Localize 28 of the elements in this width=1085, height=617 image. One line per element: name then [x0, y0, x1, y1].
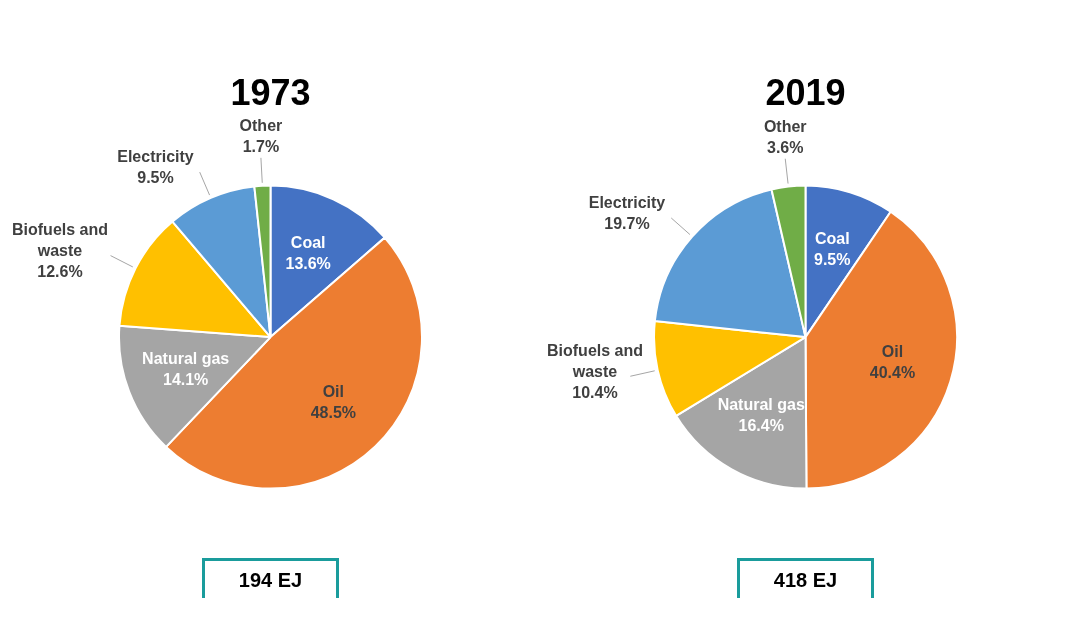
data-label: 9.5%	[813, 251, 851, 269]
slice-label: Other	[239, 117, 283, 135]
data-label: 13.6%	[285, 255, 331, 273]
data-label: 12.6%	[37, 263, 83, 281]
slice-label: Electricity	[117, 148, 194, 166]
data-label: 14.1%	[162, 370, 209, 388]
chart-title: 2019	[765, 71, 846, 113]
data-label: 9.5%	[137, 169, 174, 187]
data-label: 19.7%	[604, 214, 650, 232]
slice-label: Natural gas	[717, 396, 805, 414]
data-label: 10.4%	[572, 383, 618, 401]
slice-label: Oil	[322, 382, 345, 400]
slice-label: Natural gas	[142, 349, 230, 367]
slice-label: Electricity	[588, 193, 666, 211]
chart-title: 1973	[230, 71, 311, 113]
data-label: 40.4%	[869, 364, 916, 382]
slice-label: Biofuels and waste	[547, 341, 644, 380]
slice-label: Oil	[881, 343, 904, 361]
data-label: 1.7%	[242, 138, 280, 156]
slice-label: Other	[763, 118, 807, 136]
text: 194 EJ	[201, 558, 340, 598]
data-label: 16.4%	[738, 417, 784, 435]
slice-label: Biofuels and waste	[12, 221, 109, 260]
slice-label: Coal	[290, 234, 326, 252]
slice-label: Coal	[814, 230, 850, 248]
data-label: 3.6%	[767, 139, 804, 157]
text: 418 EJ	[736, 558, 875, 598]
data-label: 48.5%	[310, 403, 357, 421]
